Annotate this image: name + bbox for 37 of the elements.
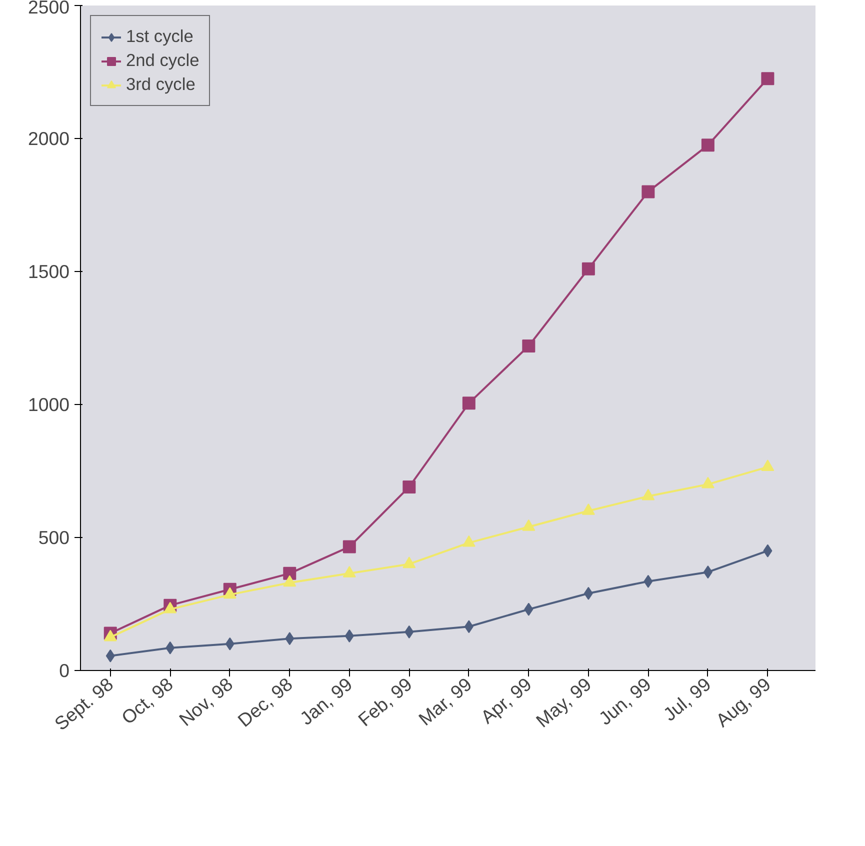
x-tick-label: Feb, 99 [354,673,416,730]
x-tick-label: Jan, 99 [296,673,356,729]
y-tick-label: 2000 [28,128,70,149]
point [223,587,236,599]
point [344,629,354,642]
point [402,480,416,494]
point [584,586,593,600]
y-tick-label: 1000 [28,394,70,415]
point [464,620,474,634]
x-tick-label: Oct, 98 [117,673,177,728]
point [763,544,772,558]
point [703,566,712,579]
legend-label: 2nd cycle [126,50,200,71]
y-tick-label: 1500 [28,261,70,282]
point [283,566,296,580]
point [642,185,655,198]
point [225,637,234,650]
point [524,602,534,616]
point [644,574,653,588]
point [522,339,536,352]
point [404,625,414,638]
point [166,641,175,654]
legend-label: 1st cycle [126,26,194,47]
point [761,72,774,86]
point [106,649,115,662]
y-tick-label: 0 [59,660,70,681]
point [701,138,714,152]
point [285,632,294,646]
y-tick-label: 500 [38,527,70,548]
point [582,262,595,276]
point [402,556,416,568]
point [462,396,476,410]
point [342,540,356,554]
legend-label: 3rd cycle [126,74,196,95]
x-tick-label: Jun, 99 [594,673,655,729]
y-tick-label: 2500 [28,0,70,18]
x-tick-label: Mar, 99 [414,673,476,730]
